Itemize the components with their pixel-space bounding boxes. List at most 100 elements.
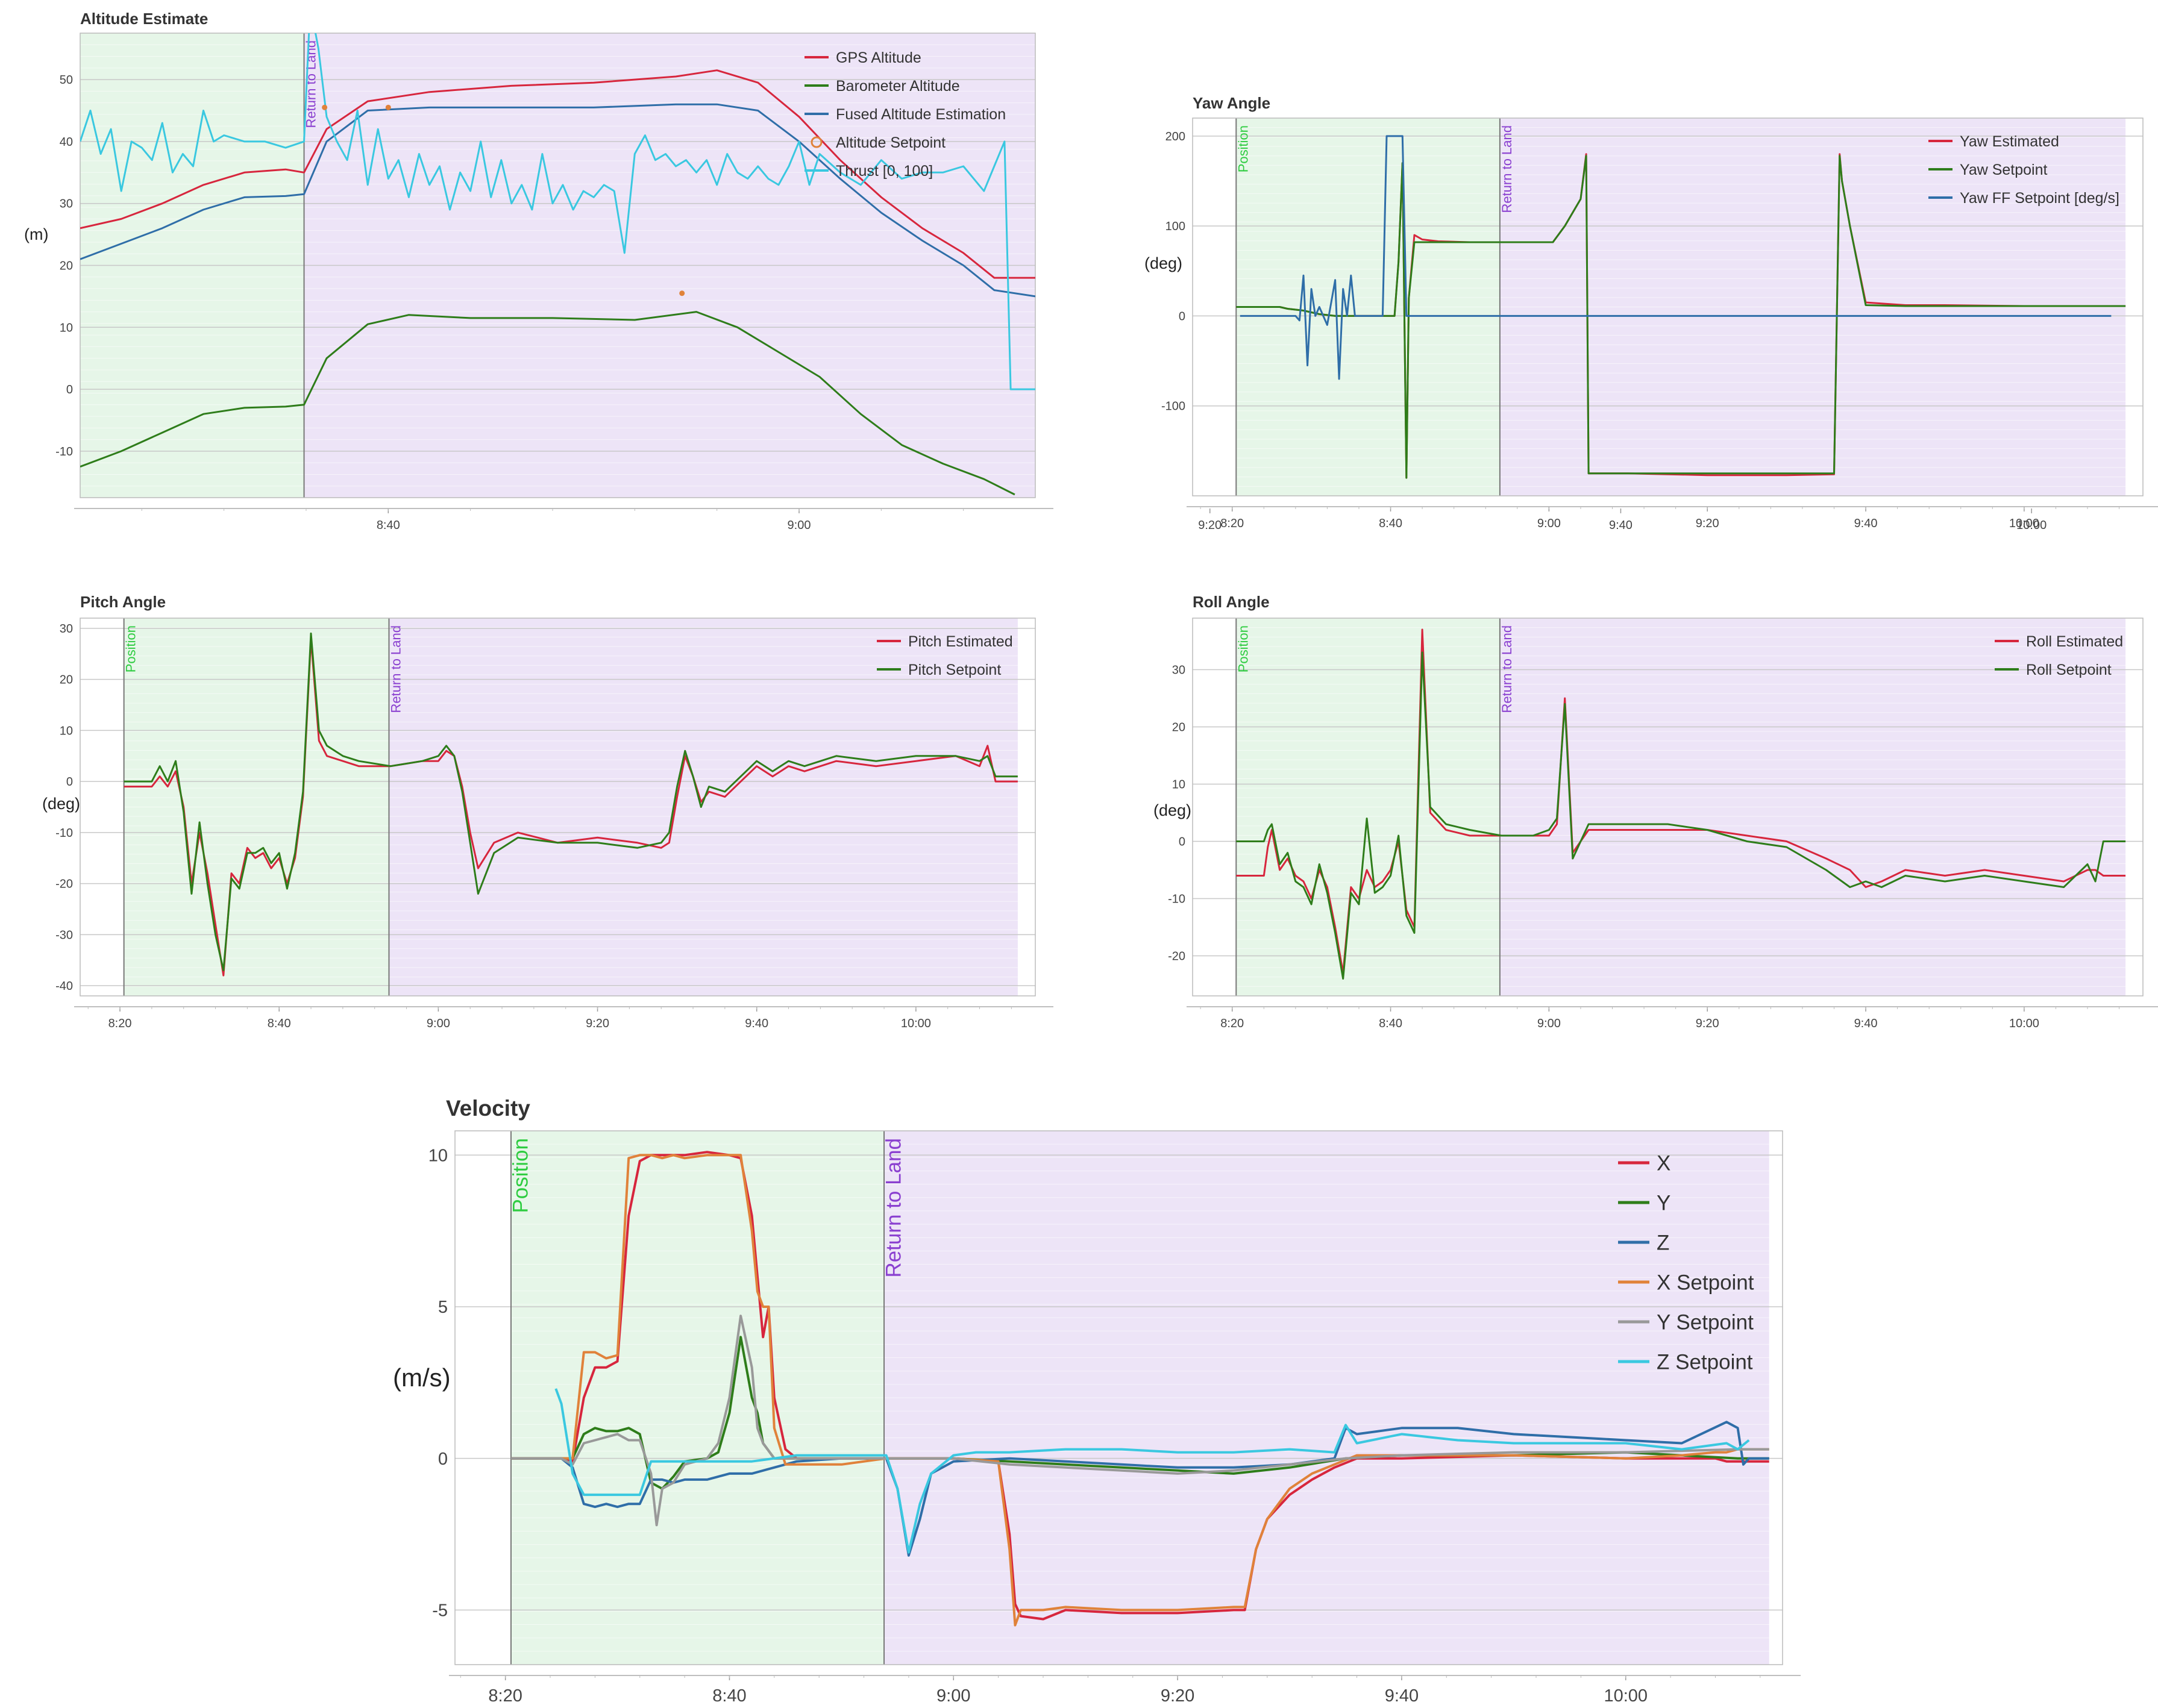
x-tick-label: 9:20 [586,1017,609,1030]
chart-title: Pitch Angle [80,593,166,611]
series-line-z-setpoint [554,1388,1750,1554]
x-tick-label: 9:40 [1854,517,1878,530]
series-line-y-setpoint [511,1315,1769,1527]
legend-label[interactable]: Thrust [0, 100] [836,163,933,180]
y-tick-label: 20 [60,260,73,273]
legend-label[interactable]: Pitch Setpoint [908,662,1001,678]
x-tick-label: 9:20 [1696,517,1719,530]
plot-frame [80,33,1036,498]
y-tick-label: 10 [60,724,73,737]
y-tick-label: -30 [55,928,73,942]
plot-frame [1192,117,2144,496]
series-line-gps-altitude [80,69,1035,279]
y-tick-label: 30 [60,198,73,211]
mode-label: Return to Land [882,1138,906,1278]
chart-title: Altitude Estimate [80,10,208,28]
y-tick-label: -20 [1168,950,1185,963]
legend: Roll Estimated Roll Setpoint [1995,633,2123,678]
series-group [1236,628,2126,980]
legend-label[interactable]: Yaw FF Setpoint [deg/s] [1960,190,2119,207]
y-tick-label: 50 [60,74,73,87]
x-tick-label: 10:00 [1604,1686,1648,1706]
legend-label[interactable]: Y [1657,1192,1670,1215]
x-tick-label: 8:40 [268,1017,291,1030]
x-tick-label: 9:00 [936,1686,970,1706]
series-group [1236,135,2126,479]
x-tick-label: 10:00 [2009,517,2039,530]
y-tick-label: -10 [1168,893,1185,906]
legend-label[interactable]: Altitude Setpoint [836,134,946,151]
legend-swatch-circle [811,136,823,148]
x-tick-label: 8:20 [488,1686,522,1706]
y-tick-label: -40 [55,980,73,993]
mode-label: Return to Land [1499,125,1514,213]
altitude-setpoint-point [385,104,391,110]
series-line-yaw-ff-setpoint-deg-s- [1240,135,2112,380]
series-line-fused-altitude-estimation [80,103,1035,298]
x-tick-label: 9:00 [788,519,811,532]
chart-title: Yaw Angle [1193,94,1270,112]
legend-label[interactable]: Y Setpoint [1657,1311,1754,1334]
legend-label[interactable]: Roll Setpoint [2026,662,2112,678]
legend-label[interactable]: Roll Estimated [2026,633,2123,650]
legend-label[interactable]: X [1657,1152,1670,1175]
y-tick-label: 10 [1172,778,1185,792]
y-tick-label: 20 [60,674,73,687]
x-tick-label: 9:00 [427,1017,450,1030]
plot-frame [80,618,1036,996]
legend-label[interactable]: Yaw Estimated [1960,133,2059,150]
legend-label[interactable]: Z Setpoint [1657,1351,1753,1374]
y-tick-label: 30 [1172,664,1185,677]
x-tick-label: 9:20 [1696,1017,1719,1030]
legend-label[interactable]: X Setpoint [1657,1271,1754,1295]
x-tick-label: 9:40 [1385,1686,1419,1706]
y-tick-label: 0 [438,1450,448,1469]
y-axis-label: (m) [24,225,48,243]
y-tick-label: 0 [66,383,73,396]
series-line-pitch-setpoint [124,632,1018,972]
x-tick-label: 8:20 [1220,517,1244,530]
legend-label[interactable]: Z [1657,1231,1669,1255]
x-tick-label: 9:20 [1161,1686,1194,1706]
series-line-thrust-0-100- [80,33,1035,390]
legend: XYZ X Setpoint Y Setpoint Z Setpoint [1618,1152,1754,1374]
mode-label: Return to Land [1499,625,1514,713]
x-tick-label: 9:20 [1198,519,1222,532]
legend-label[interactable]: Fused Altitude Estimation [836,106,1006,123]
pitch-chart: Pitch Angle 30 20 10 0 -10 -20 -30 -40 Position Re… [42,593,1053,1030]
x-tick-label: 8:40 [1379,1017,1402,1030]
legend: Yaw Estimated Yaw Setpoint Yaw FF Setpoint… [1928,133,2119,207]
legend-label[interactable]: Barometer Altitude [836,78,960,95]
x-tick-label: 8:20 [1220,1017,1244,1030]
legend-label[interactable]: Pitch Estimated [908,633,1013,650]
series-line-z [511,1421,1769,1557]
roll-chart: Roll Angle 30 20 10 0 -10 -20 Position Return to… [1153,593,2158,1030]
x-tick-label: 8:40 [712,1686,746,1706]
y-axis-label: (deg) [1144,254,1182,272]
y-tick-label: 200 [1165,130,1185,143]
mode-label: Return to Land [388,625,403,713]
velocity-chart: Velocity 10 5 0 -5 Position Return to Land 8:20… [393,1096,1801,1706]
y-tick-label: 10 [428,1146,448,1165]
mode-label: Position [1235,125,1250,172]
chart-title: Roll Angle [1193,593,1270,611]
legend: GPS Altitude Barometer Altitude Fused Alti… [805,49,1006,180]
y-tick-label: 0 [1179,836,1185,849]
y-tick-label: 100 [1165,220,1185,233]
x-tick-label: 10:00 [901,1017,931,1030]
series-line-roll-setpoint [1236,651,2126,980]
mode-label: Position [509,1138,533,1213]
legend-label[interactable]: GPS Altitude [836,49,921,66]
x-tick-label: 9:40 [745,1017,768,1030]
x-tick-label: 9:40 [1609,519,1633,532]
legend-label[interactable]: Yaw Setpoint [1960,161,2048,178]
y-tick-label: -10 [55,827,73,840]
mode-label: Position [124,625,139,672]
y-tick-label: -5 [432,1601,448,1621]
yaw-chart: Yaw Angle 200 100 0 -100 Position Return to La… [1144,94,2158,530]
y-tick-label: 5 [438,1298,448,1317]
y-tick-label: 10 [60,321,73,334]
x-tick-label: 8:40 [1379,517,1402,530]
